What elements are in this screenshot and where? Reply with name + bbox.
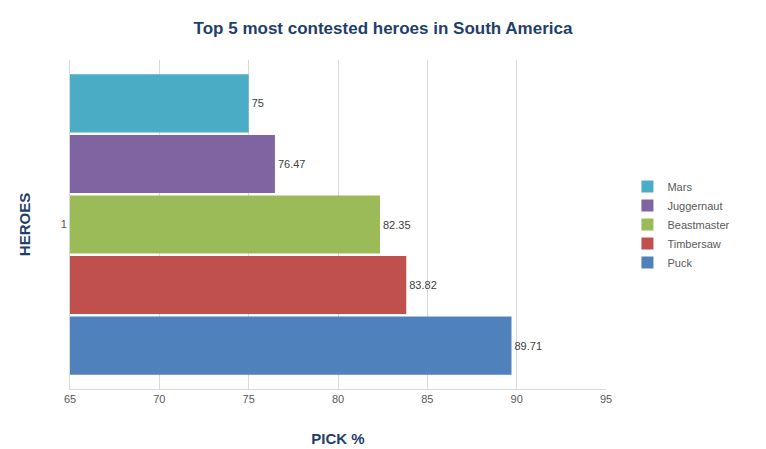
svg-text:Top 5 most contested heroes in: Top 5 most contested heroes in South Ame… xyxy=(194,19,573,38)
svg-text:Beastmaster: Beastmaster xyxy=(667,219,729,231)
svg-text:83.82: 83.82 xyxy=(409,279,437,291)
svg-text:65: 65 xyxy=(64,393,76,405)
svg-text:76.47: 76.47 xyxy=(278,158,306,170)
svg-text:Juggernaut: Juggernaut xyxy=(667,200,722,212)
svg-text:Mars: Mars xyxy=(667,181,692,193)
svg-text:70: 70 xyxy=(153,393,165,405)
svg-text:75: 75 xyxy=(252,97,264,109)
svg-text:PICK %: PICK % xyxy=(311,430,364,447)
svg-text:75: 75 xyxy=(243,393,255,405)
svg-text:80: 80 xyxy=(332,393,344,405)
svg-text:HEROES: HEROES xyxy=(16,193,33,256)
svg-text:90: 90 xyxy=(511,393,523,405)
svg-text:1: 1 xyxy=(61,218,67,230)
svg-text:89.71: 89.71 xyxy=(514,340,542,352)
svg-text:85: 85 xyxy=(421,393,433,405)
svg-text:95: 95 xyxy=(600,393,612,405)
svg-text:82.35: 82.35 xyxy=(383,219,411,231)
svg-text:Timbersaw: Timbersaw xyxy=(667,238,720,250)
svg-text:Puck: Puck xyxy=(667,257,692,269)
